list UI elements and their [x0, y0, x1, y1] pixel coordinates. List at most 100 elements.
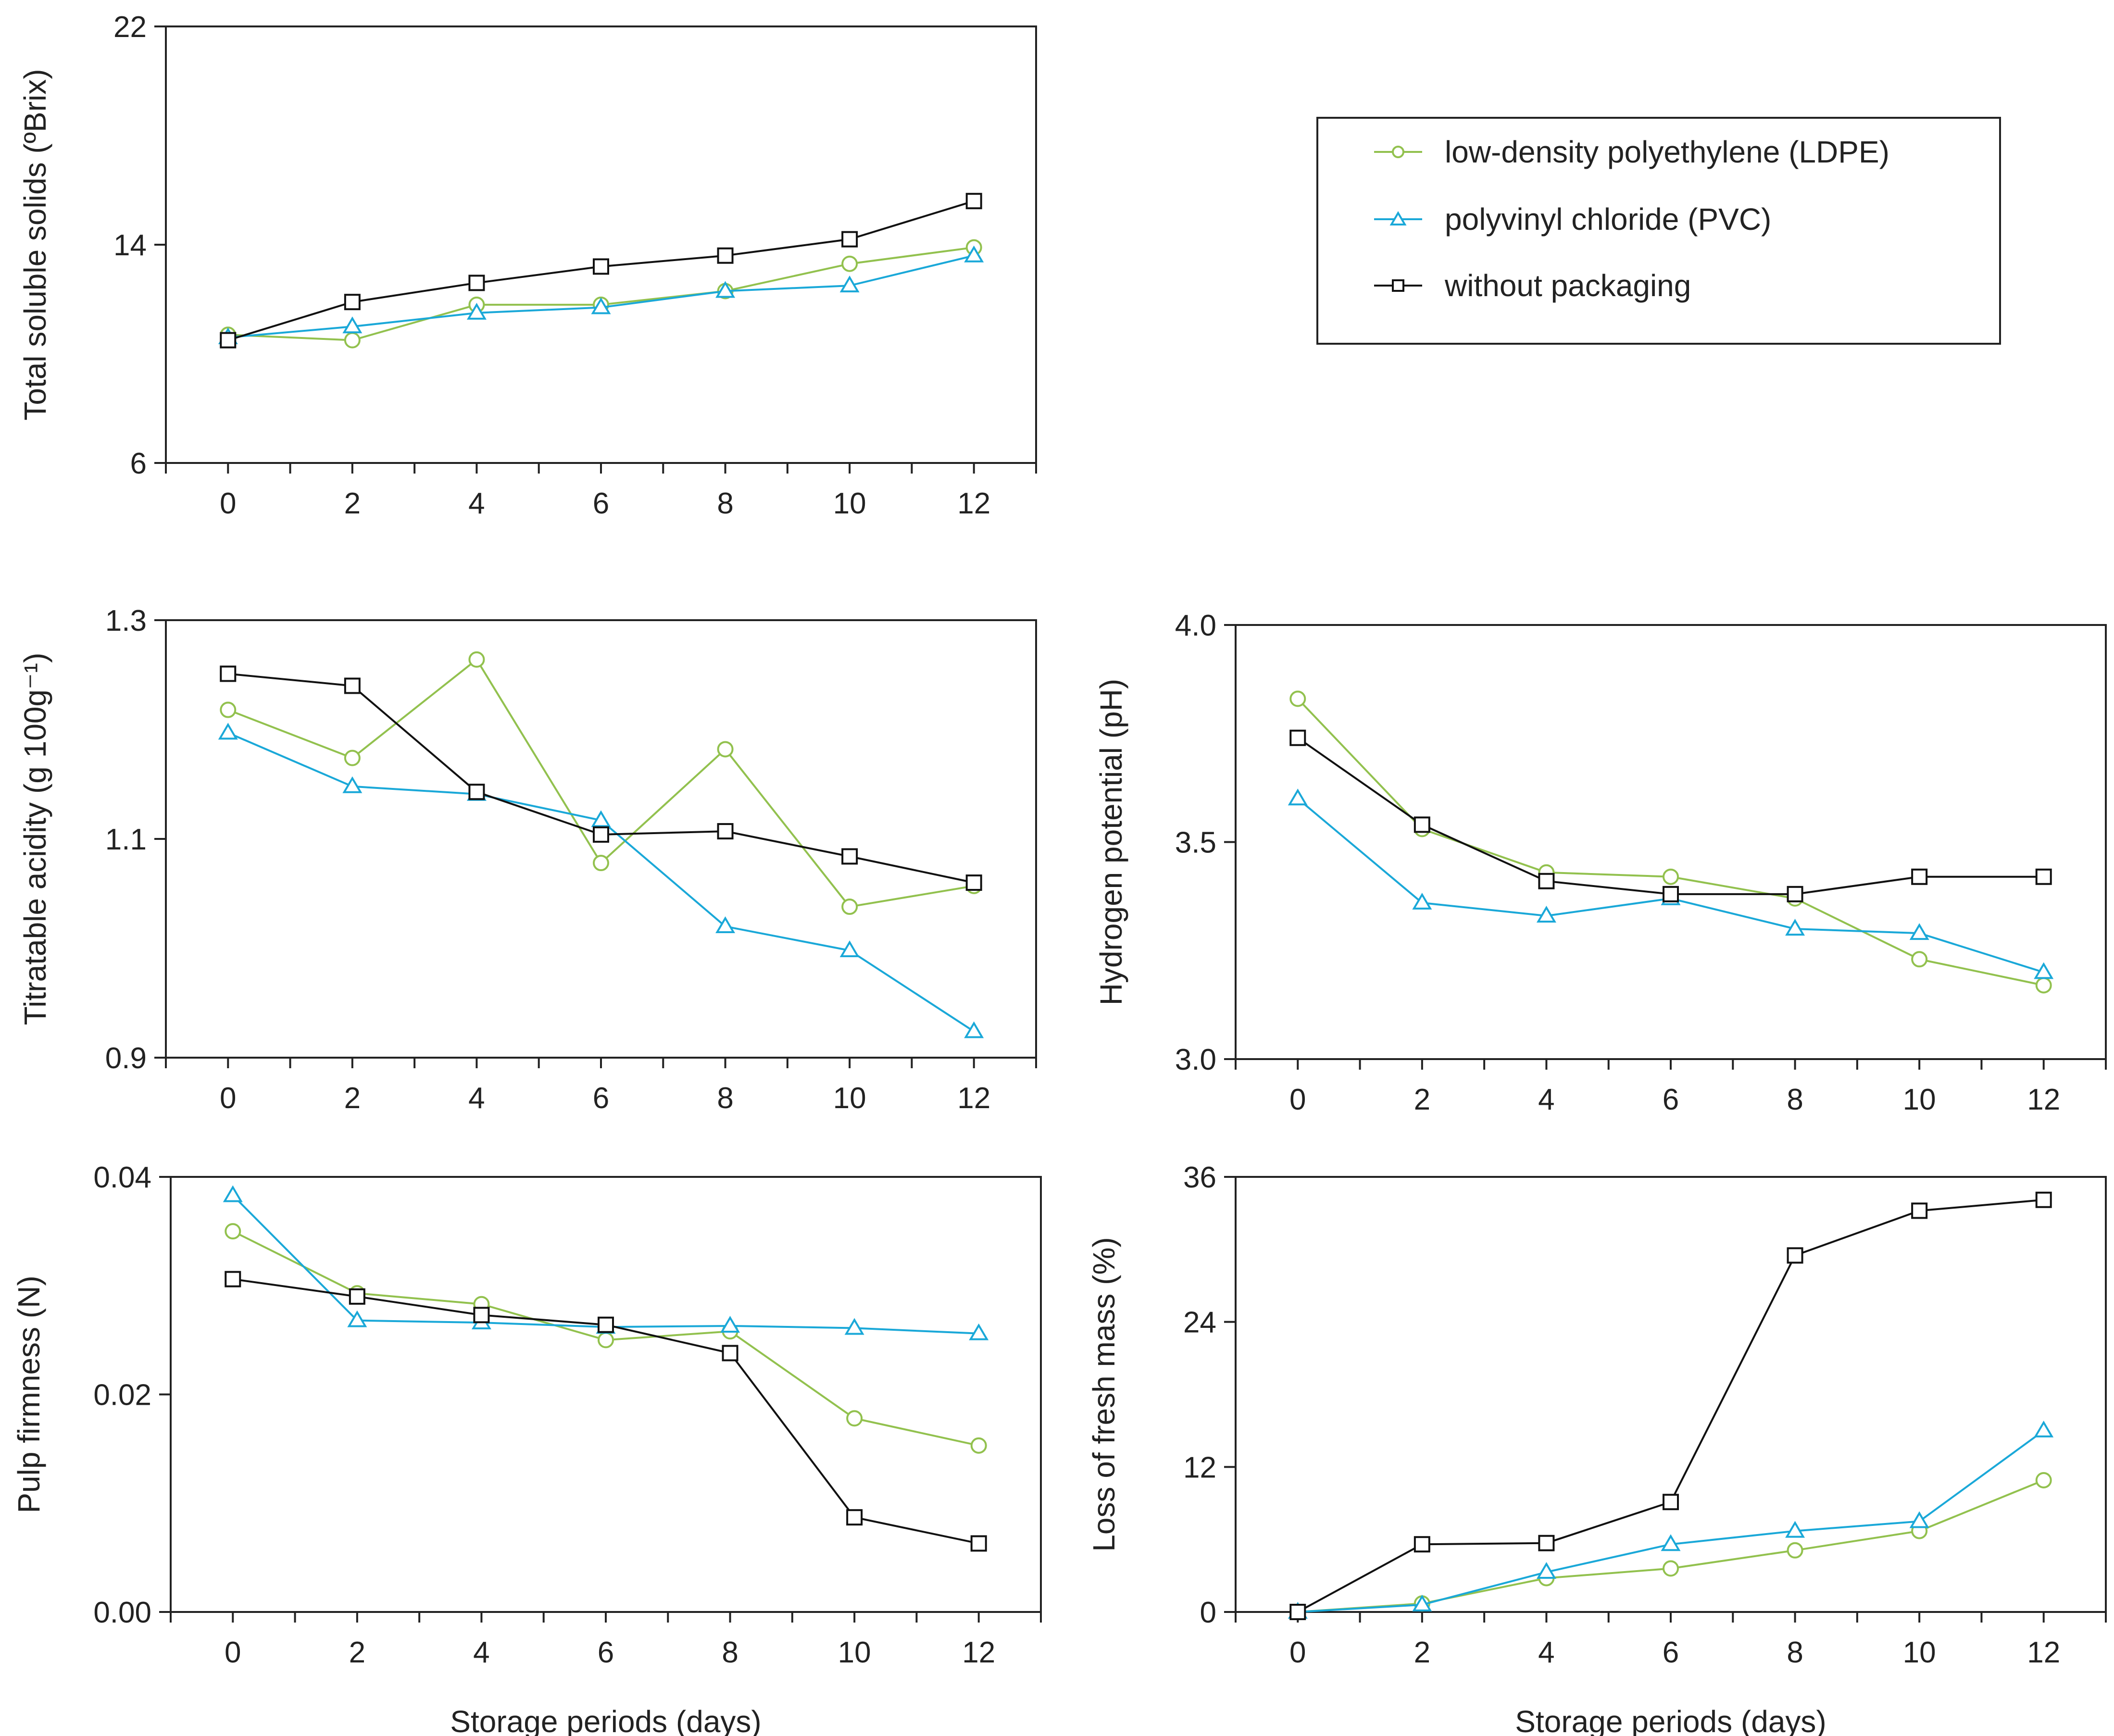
x-tick-label: 12 — [962, 1636, 995, 1669]
x-tick-label: 2 — [349, 1636, 365, 1669]
x-tick-label: 6 — [593, 1082, 609, 1115]
legend-item-none: without packaging — [1374, 268, 1691, 303]
y-tick-label: 0.04 — [93, 1161, 151, 1194]
y-axis: 3.0 3.5 4.0 — [1175, 609, 1236, 1076]
data-point-ldpe — [717, 741, 734, 758]
data-point-ldpe — [841, 255, 858, 272]
data-point-none — [1538, 1535, 1555, 1551]
y-axis-label: Pulp firmness (N) — [12, 1275, 46, 1513]
legend-item-ldpe: low-density polyethylene (LDPE) — [1374, 135, 1889, 169]
data-point-none — [220, 332, 237, 349]
x-tick-label: 2 — [1414, 1636, 1430, 1669]
data-point-none — [1787, 1247, 1803, 1264]
data-point-none — [1911, 868, 1928, 885]
x-tick-label: 6 — [1663, 1636, 1679, 1669]
series-none — [220, 193, 982, 349]
y-axis-label: Titratable acidity (g 100g⁻¹) — [18, 653, 52, 1025]
data-point-ldpe — [220, 701, 237, 718]
series-pvc — [218, 723, 984, 1038]
data-point-none — [2035, 1191, 2052, 1208]
data-point-ldpe — [468, 651, 485, 668]
y-axis: 0 12 24 36 — [1183, 1161, 1236, 1629]
legend-label-none: without packaging — [1444, 268, 1691, 303]
data-point-pvc — [342, 776, 363, 793]
x-tick-label: 6 — [593, 487, 609, 520]
x-tick-label: 2 — [1414, 1083, 1430, 1116]
series-none — [1289, 1191, 2052, 1620]
legend-marker-triangle-icon — [1389, 211, 1407, 225]
data-point-pvc — [969, 1323, 989, 1340]
legend-marker-circle-icon — [1392, 146, 1404, 158]
panel-hydrogen-potential: 0 2 4 6 8 10 12 3.0 3.5 4.0 Hydrogen potential (pH… — [1094, 609, 2107, 1116]
data-point-ldpe — [1911, 951, 1928, 968]
x-tick-label: 4 — [1538, 1636, 1554, 1669]
data-point-none — [846, 1509, 863, 1526]
x-axis: 0 2 4 6 8 10 12 — [1235, 1059, 2107, 1116]
x-tick-label: 10 — [833, 1082, 866, 1115]
data-point-pvc — [1412, 892, 1432, 910]
series-none — [220, 665, 982, 891]
data-point-pvc — [347, 1310, 367, 1327]
y-tick-label: 36 — [1183, 1161, 1216, 1194]
x-tick-label: 12 — [957, 1082, 990, 1115]
panel-pulp-firmness: 0 2 4 6 8 10 12 0.00 0.02 0.04 Pulp firmness (N) St… — [12, 1161, 1042, 1736]
data-point-ldpe — [2035, 1472, 2052, 1488]
data-point-none — [593, 258, 609, 275]
data-point-none — [717, 823, 734, 840]
y-tick-label: 4.0 — [1175, 609, 1216, 642]
data-point-none — [1663, 1494, 1679, 1511]
x-tick-label: 12 — [2027, 1636, 2060, 1669]
data-point-none — [1414, 1536, 1430, 1553]
legend-label-pvc: polyvinyl chloride (PVC) — [1445, 202, 1771, 237]
data-point-pvc — [964, 1021, 984, 1038]
x-tick-label: 8 — [722, 1636, 738, 1669]
y-tick-label: 6 — [130, 447, 147, 480]
data-point-pvc — [1785, 1521, 1805, 1538]
y-tick-label: 1.1 — [105, 823, 147, 856]
y-axis: 0.9 1.1 1.3 — [105, 604, 166, 1075]
x-axis: 0 2 4 6 8 10 12 — [165, 1058, 1037, 1115]
data-point-none — [2035, 868, 2052, 885]
data-point-none — [1911, 1202, 1928, 1219]
x-tick-label: 2 — [344, 1082, 361, 1115]
data-point-ldpe — [1663, 1560, 1679, 1577]
data-point-ldpe — [970, 1437, 987, 1454]
data-point-none — [1787, 886, 1803, 902]
data-point-none — [349, 1288, 365, 1305]
data-point-none — [1289, 1604, 1306, 1620]
data-point-none — [468, 275, 485, 291]
data-point-pvc — [1288, 788, 1308, 806]
x-tick-label: 8 — [717, 487, 733, 520]
data-point-pvc — [844, 1318, 864, 1335]
data-point-pvc — [1536, 1562, 1556, 1579]
x-tick-label: 10 — [1903, 1636, 1936, 1669]
data-point-pvc — [1785, 919, 1805, 936]
data-point-pvc — [715, 916, 736, 933]
data-point-pvc — [1536, 906, 1556, 923]
legend-item-pvc: polyvinyl chloride (PVC) — [1374, 202, 1771, 237]
x-tick-label: 4 — [473, 1636, 489, 1669]
series-pvc — [218, 245, 984, 344]
data-point-none — [225, 1271, 241, 1287]
data-point-none — [1538, 873, 1555, 889]
data-point-pvc — [591, 297, 611, 314]
data-point-none — [1289, 729, 1306, 746]
data-point-pvc — [1909, 1511, 1929, 1528]
x-tick-label: 10 — [838, 1636, 871, 1669]
data-point-none — [841, 848, 858, 865]
x-tick-label: 12 — [2027, 1083, 2060, 1116]
data-point-ldpe — [598, 1332, 614, 1349]
data-point-none — [344, 294, 361, 311]
x-tick-label: 6 — [1663, 1083, 1679, 1116]
data-point-none — [598, 1316, 614, 1333]
y-tick-label: 3.0 — [1175, 1043, 1216, 1076]
x-axis: 0 2 4 6 8 10 12 — [1235, 1612, 2107, 1669]
y-tick-label: 1.3 — [105, 604, 147, 637]
y-tick-label: 24 — [1183, 1306, 1216, 1339]
data-point-none — [1414, 816, 1430, 833]
y-tick-label: 22 — [113, 11, 147, 44]
data-point-none — [970, 1535, 987, 1552]
y-axis-label: Total soluble solids (ºBrix) — [18, 69, 52, 420]
data-point-none — [965, 874, 982, 891]
x-tick-label: 8 — [717, 1082, 733, 1115]
